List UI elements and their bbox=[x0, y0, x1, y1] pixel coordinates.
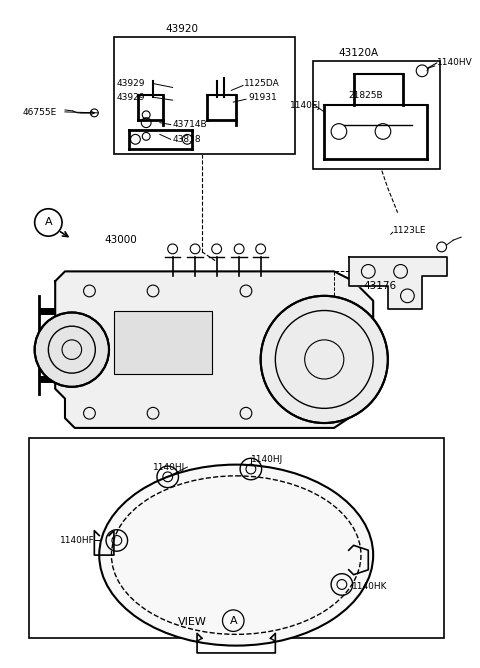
Text: 43929: 43929 bbox=[117, 79, 145, 88]
Text: A: A bbox=[229, 616, 237, 626]
Ellipse shape bbox=[99, 465, 373, 645]
Text: 43176: 43176 bbox=[363, 281, 396, 291]
Polygon shape bbox=[55, 271, 373, 428]
Bar bbox=[29, 438, 444, 639]
Circle shape bbox=[261, 296, 388, 423]
Text: 1140HF: 1140HF bbox=[60, 536, 95, 545]
Text: 43929: 43929 bbox=[117, 93, 145, 102]
Circle shape bbox=[35, 313, 109, 387]
Bar bbox=[114, 311, 212, 374]
Text: 1140HJ: 1140HJ bbox=[153, 462, 185, 472]
Text: 46755E: 46755E bbox=[23, 108, 57, 118]
Text: 43838: 43838 bbox=[173, 135, 201, 144]
Text: 1140HK: 1140HK bbox=[352, 582, 387, 591]
Text: 1125DA: 1125DA bbox=[244, 79, 280, 88]
Bar bbox=[114, 37, 295, 154]
Text: 43920: 43920 bbox=[166, 24, 199, 34]
Text: 1123LE: 1123LE bbox=[393, 226, 426, 234]
Text: 21825B: 21825B bbox=[348, 91, 384, 100]
Text: A: A bbox=[45, 218, 52, 228]
Text: 43000: 43000 bbox=[104, 235, 137, 245]
Text: 43120A: 43120A bbox=[339, 48, 379, 58]
Text: 1140EJ: 1140EJ bbox=[290, 101, 321, 110]
Text: 1140HV: 1140HV bbox=[437, 59, 472, 67]
Text: VIEW: VIEW bbox=[178, 617, 206, 627]
Bar bbox=[312, 61, 440, 168]
Text: 1140HJ: 1140HJ bbox=[251, 455, 283, 464]
Text: 43714B: 43714B bbox=[173, 120, 207, 129]
Text: 91931: 91931 bbox=[248, 93, 276, 102]
Polygon shape bbox=[348, 257, 446, 309]
